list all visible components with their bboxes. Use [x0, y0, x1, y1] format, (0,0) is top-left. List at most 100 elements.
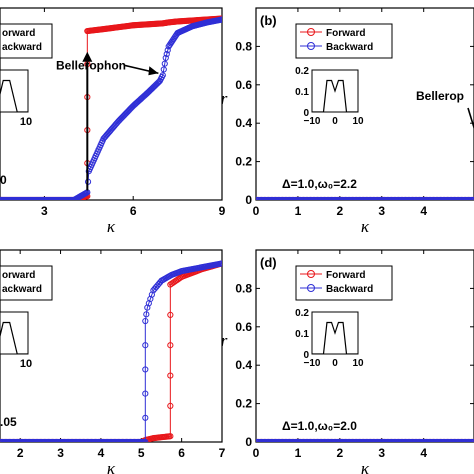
- legend-marker: [307, 28, 315, 36]
- legend: Forward Backward: [295, 265, 393, 301]
- data-point-forward: [167, 372, 174, 379]
- inset-frame: [0, 311, 29, 355]
- x-tick-label: 5: [138, 446, 145, 460]
- data-point-backward: [162, 54, 169, 62]
- data-point-backward: [142, 317, 149, 325]
- x-axis-label: κ: [361, 217, 370, 236]
- parameter-label: .05: [0, 415, 17, 429]
- x-tick-label: 2: [337, 446, 344, 460]
- x-tick-label: 3: [378, 446, 385, 460]
- inset-x-tick-label: 10: [20, 358, 32, 370]
- y-axis-label: r: [221, 89, 228, 108]
- legend-label: Backward: [326, 42, 373, 53]
- y-axis-label: r: [221, 331, 228, 350]
- inset-x-tick-label: 10: [20, 116, 32, 128]
- data-point-backward: [161, 60, 168, 67]
- panel-label: (b): [260, 13, 277, 28]
- data-point-backward: [218, 260, 222, 267]
- data-point-backward: [142, 390, 149, 397]
- data-area: [0, 260, 222, 442]
- legend-label: Forward: [326, 270, 365, 281]
- legend-label: orward: [2, 270, 35, 281]
- annotation-arrow: [467, 107, 474, 131]
- annotation-text: Bellerop: [416, 89, 464, 103]
- data-point-forward: [167, 342, 174, 349]
- y-tick-label: 0.4: [235, 116, 252, 130]
- y-tick-label: 0.2: [235, 155, 252, 169]
- y-tick-label: 0.6: [235, 320, 252, 334]
- panel-a: 3 6 9 κ orward ackward 10 0 Bellerophon: [0, 7, 226, 236]
- inset-y-tick-label: 0: [303, 108, 309, 119]
- x-tick-label: 4: [420, 446, 427, 460]
- inset-frame: [0, 69, 29, 113]
- data-point-forward: [167, 433, 174, 440]
- x-tick-label: 1: [295, 446, 302, 460]
- inset-x-tick-label: −10: [304, 358, 321, 369]
- legend: orward ackward: [0, 23, 53, 59]
- x-axis-label: κ: [107, 459, 116, 474]
- inset-distribution-line: [0, 321, 28, 354]
- inset-distribution-line: [312, 79, 358, 112]
- y-tick-label: 0.8: [235, 39, 252, 53]
- x-tick-label: 0: [253, 204, 260, 218]
- legend-box: [295, 23, 393, 59]
- inset-x-tick-label: 10: [352, 116, 364, 127]
- parameter-label: Δ=1.0,ω₀=2.2: [282, 177, 357, 191]
- legend-marker: [307, 42, 315, 50]
- x-tick-label: 1: [295, 204, 302, 218]
- data-point-backward: [163, 50, 170, 58]
- x-tick-label: 4: [98, 446, 105, 460]
- x-tick-label: 7: [219, 446, 226, 460]
- data-point-backward: [143, 311, 150, 318]
- x-tick-label: 0: [253, 446, 260, 460]
- x-axis-label: κ: [361, 459, 370, 474]
- inset-y-tick-label: 0.1: [295, 329, 309, 340]
- inset-y-tick-label: 0.2: [295, 66, 309, 77]
- x-tick-label: 2: [17, 446, 24, 460]
- data-point-backward: [142, 438, 149, 442]
- x-tick-label: 2: [337, 204, 344, 218]
- data-point-backward: [218, 16, 222, 23]
- legend-label: ackward: [2, 284, 42, 295]
- legend-box: [0, 265, 53, 301]
- legend-box: [295, 265, 393, 301]
- panel-label: (d): [260, 255, 277, 270]
- inset-x-tick-label: 10: [352, 358, 364, 369]
- y-tick-label: 0.4: [235, 358, 252, 372]
- y-tick-label: 0.8: [235, 281, 252, 295]
- y-tick-label: 0: [245, 435, 252, 449]
- data-point-backward: [159, 72, 166, 79]
- x-tick-label: 3: [378, 204, 385, 218]
- y-tick-label: 0.6: [235, 78, 252, 92]
- x-axis-label: κ: [107, 217, 116, 236]
- x-tick-label: 9: [219, 204, 226, 218]
- arrow-head: [148, 66, 159, 76]
- legend: Forward Backward: [295, 23, 393, 59]
- arrow-head: [82, 51, 93, 62]
- parameter-label: 0: [0, 173, 7, 187]
- legend-label: Backward: [326, 284, 373, 295]
- data-area: [256, 438, 474, 442]
- legend: orward ackward: [0, 265, 53, 301]
- data-point-backward: [160, 66, 167, 73]
- panel-c: 2 3 4 5 6 7 κ orward ackward 10 .05: [0, 249, 226, 474]
- legend-label: ackward: [2, 42, 42, 53]
- data-point-backward: [164, 47, 171, 54]
- legend-label: Forward: [326, 28, 365, 39]
- data-point-backward: [142, 342, 149, 349]
- inset-distribution-line: [312, 321, 358, 354]
- x-tick-label: 6: [178, 446, 185, 460]
- data-point-backward: [154, 79, 161, 86]
- x-tick-label: 6: [130, 204, 137, 218]
- inset-y-tick-label: 0.2: [295, 308, 309, 319]
- inset-distribution-line: [0, 79, 28, 112]
- inset-plot: 10: [0, 69, 32, 128]
- data-point-forward: [167, 311, 174, 318]
- inset-x-tick-label: 0: [332, 116, 338, 127]
- data-point-backward: [142, 414, 149, 421]
